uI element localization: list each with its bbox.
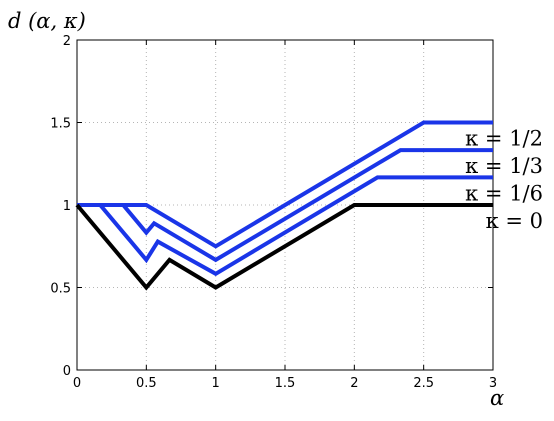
y-tick-label: 0 (63, 364, 71, 379)
series-line-3 (77, 175, 493, 277)
x-tick-label: 0.5 (136, 376, 157, 391)
series-line-4 (75, 203, 493, 291)
series-line-2 (77, 148, 493, 263)
x-tick-label: 2 (350, 376, 358, 391)
x-tick-label: 2.5 (413, 376, 434, 391)
x-tick-label: 1 (212, 376, 220, 391)
y-tick-label: 2 (63, 34, 71, 49)
series-label-1: κ = 1/2 (465, 127, 543, 151)
y-tick-label: 0.5 (50, 282, 71, 297)
y-tick-label: 1 (63, 199, 71, 214)
series-label-2: κ = 1/3 (465, 154, 543, 178)
series-labels: κ = 1/2 κ = 1/3 κ = 1/6 κ = 0 (465, 127, 543, 234)
y-axis-label: d (α, κ) (8, 9, 86, 33)
series-label-3: κ = 1/6 (465, 181, 543, 205)
series-label-4: κ = 0 (486, 209, 543, 233)
axis-ticks: 0 0.5 1 1.5 2 2.5 3 0 0.5 1 1.5 2 (50, 34, 497, 391)
y-tick-label: 1.5 (50, 117, 71, 132)
series-lines (75, 120, 493, 291)
x-tick-label: 3 (489, 376, 497, 391)
x-tick-label: 1.5 (275, 376, 296, 391)
x-tick-label: 0 (73, 376, 81, 391)
x-axis-label: α (490, 386, 504, 410)
